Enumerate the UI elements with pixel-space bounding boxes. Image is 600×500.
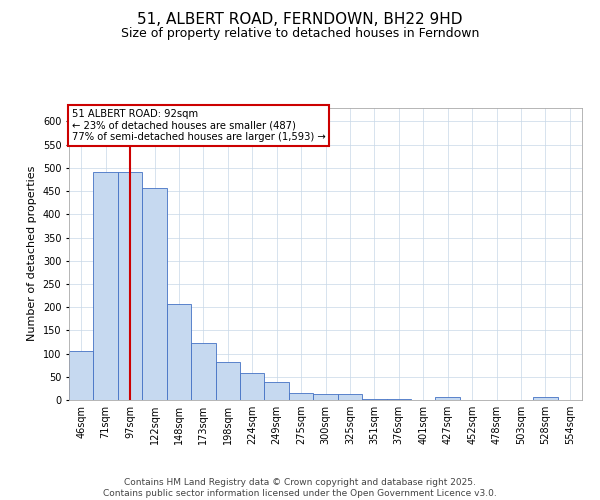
Bar: [240, 373, 265, 400]
Bar: [118, 172, 142, 400]
Bar: [167, 304, 191, 400]
Bar: [313, 394, 338, 400]
Bar: [94, 172, 118, 400]
Text: Size of property relative to detached houses in Ferndown: Size of property relative to detached ho…: [121, 28, 479, 40]
Bar: [191, 344, 215, 400]
Bar: [215, 362, 240, 400]
Bar: [338, 394, 362, 400]
Bar: [69, 351, 94, 400]
Y-axis label: Number of detached properties: Number of detached properties: [27, 166, 37, 342]
Bar: [436, 397, 460, 400]
Text: 51 ALBERT ROAD: 92sqm
← 23% of detached houses are smaller (487)
77% of semi-det: 51 ALBERT ROAD: 92sqm ← 23% of detached …: [71, 109, 325, 142]
Bar: [142, 188, 167, 400]
Bar: [289, 393, 313, 400]
Bar: [362, 399, 386, 400]
Bar: [533, 397, 557, 400]
Bar: [265, 382, 289, 400]
Bar: [386, 399, 411, 400]
Text: 51, ALBERT ROAD, FERNDOWN, BH22 9HD: 51, ALBERT ROAD, FERNDOWN, BH22 9HD: [137, 12, 463, 28]
Text: Contains HM Land Registry data © Crown copyright and database right 2025.
Contai: Contains HM Land Registry data © Crown c…: [103, 478, 497, 498]
